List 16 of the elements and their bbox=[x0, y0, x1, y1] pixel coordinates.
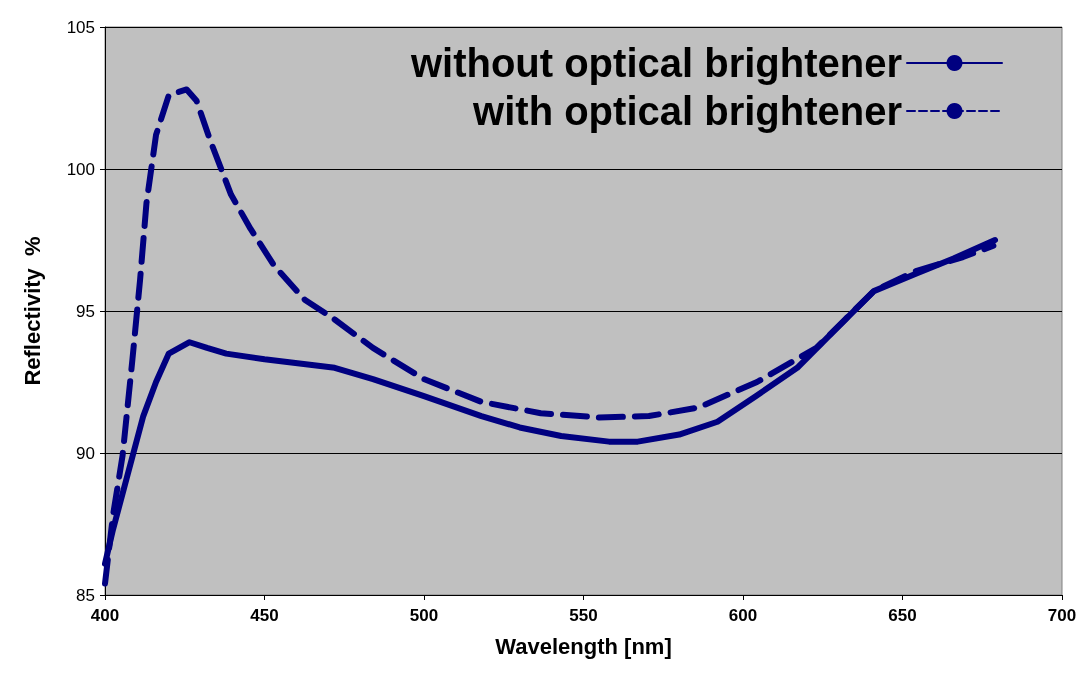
x-tick-label: 450 bbox=[250, 606, 279, 625]
legend-label: without optical brightener bbox=[409, 41, 902, 85]
x-tick-label: 700 bbox=[1047, 606, 1077, 625]
x-axis-title: Wavelength [nm] bbox=[495, 633, 672, 659]
y-axis-title: Reflectivity % bbox=[19, 236, 45, 386]
x-tick-label: 550 bbox=[569, 606, 598, 625]
y-tick-label: 100 bbox=[66, 159, 95, 179]
x-tick-label: 650 bbox=[888, 606, 917, 625]
x-tick-label: 500 bbox=[409, 606, 439, 625]
y-tick-label: 85 bbox=[76, 585, 95, 605]
legend-label: with optical brightener bbox=[472, 89, 902, 133]
y-tick-label: 90 bbox=[76, 443, 95, 463]
x-tick-label: 400 bbox=[90, 606, 120, 625]
y-tick-label: 95 bbox=[76, 301, 95, 321]
x-tick-label: 600 bbox=[728, 606, 758, 625]
y-tick-label: 105 bbox=[66, 17, 95, 37]
